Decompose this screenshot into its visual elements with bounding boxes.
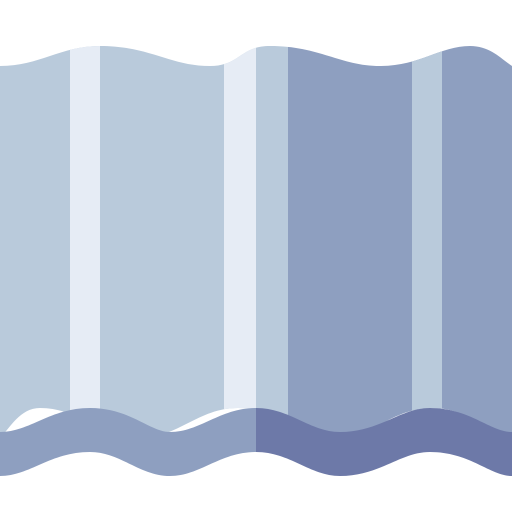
bottom-wave-right — [256, 408, 512, 476]
highlight-stripe-1 — [70, 46, 100, 438]
bottom-wave-left — [0, 408, 256, 476]
right-panel — [288, 46, 512, 438]
highlight-stripe-2 — [224, 46, 256, 438]
mid-stripe — [412, 46, 442, 438]
